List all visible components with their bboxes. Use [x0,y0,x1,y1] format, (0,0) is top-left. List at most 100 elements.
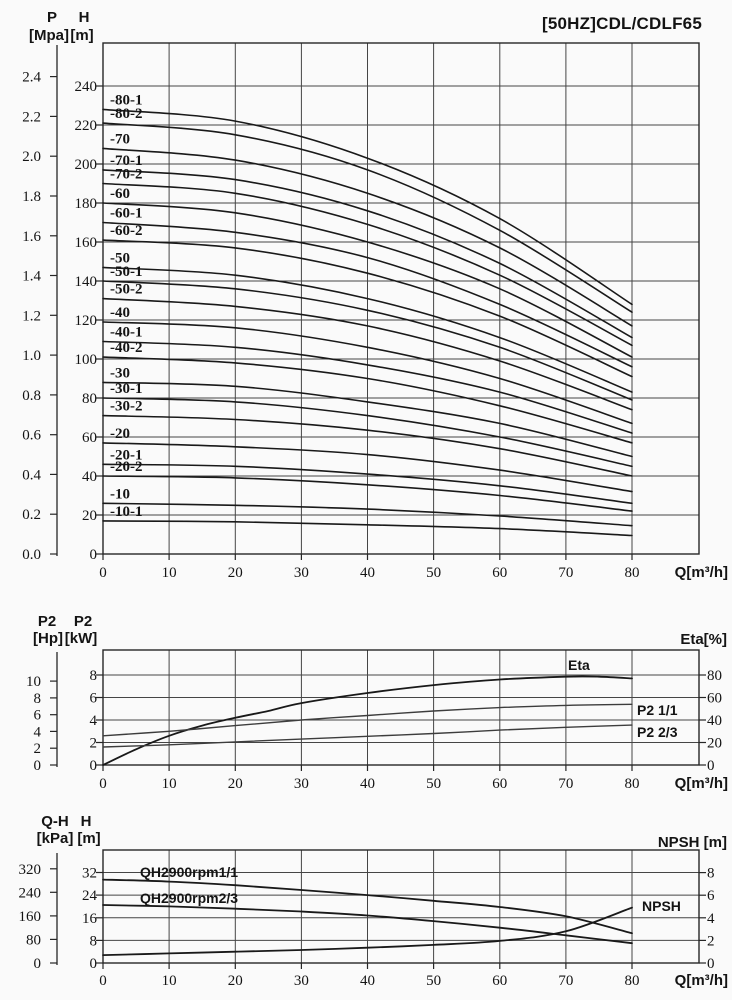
curve--50-1 [102,280,633,401]
y-axis-tick-label: 0 [90,956,98,972]
y-axis-tick-label: 0 [90,758,98,774]
curve-label--30-2: -30-2 [110,399,143,415]
x-axis-tick-label: 20 [228,973,243,989]
curve--20 [102,442,633,493]
y-axis-tick-label: 20 [82,508,97,524]
x-axis-tick-label: 20 [228,565,243,581]
curve--60-2 [102,239,633,378]
curve--10 [102,502,633,527]
outer-axis-tick-label: 1.6 [22,229,41,245]
x-axis-tick-label: 50 [426,565,441,581]
curve--80-1 [102,108,633,306]
curve-P2 1/1 [102,703,633,737]
outer-axis-tick-label: 6 [34,708,42,724]
x-axis-tick-label: 70 [558,565,573,581]
outer-axis-tick-label: 240 [19,885,42,901]
x-axis-tick-label: 0 [99,776,107,792]
outer-axis-tick-label: 0.6 [22,428,41,444]
outer-axis-tick-label: 0.2 [22,507,41,523]
outer-axis-tick-label: 0.8 [22,388,41,404]
outer-axis-tick-label: 0.4 [22,467,41,483]
curve-P2 2/3 [102,724,633,748]
x-axis-tick-label: 80 [625,973,640,989]
curve-label--70-2: -70-2 [110,167,143,183]
axis-header: H [79,9,90,26]
x-axis-tick-label: 0 [99,973,107,989]
x-axis-title: Q[m³/h] [675,775,728,792]
right-axis-tick-label: 80 [707,668,722,684]
x-axis-tick-label: 0 [99,565,107,581]
axis-header: Q-H [41,813,69,830]
curve-label-P2 2/3: P2 2/3 [637,724,678,740]
y-axis-tick-label: 140 [75,274,98,290]
y-axis-tick-label: 16 [82,911,98,927]
x-axis-tick-label: 80 [625,565,640,581]
outer-axis-tick-label: 0 [34,758,42,774]
right-axis-tick-label: 4 [707,911,715,927]
curve-Eta [102,675,633,766]
outer-axis-tick-label: 320 [19,862,42,878]
qh-chart-svg: 2402202001801601401201008060402002.42.22… [22,9,728,581]
y-axis-tick-label: 240 [75,79,98,95]
x-axis-tick-label: 80 [625,776,640,792]
y-axis-tick-label: 6 [90,691,98,707]
curve-label--40: -40 [110,305,130,321]
right-axis-tick-label: 20 [707,736,722,752]
curve-QH2900rpm2/3 [102,904,633,945]
curve--20-1 [102,463,633,505]
outer-axis-tick-label: 1.8 [22,189,41,205]
right-axis-title: Eta[%] [680,631,727,648]
curve-label--10-1: -10-1 [110,504,143,520]
right-axis-tick-label: 60 [707,691,722,707]
right-axis-title: NPSH [m] [658,834,727,851]
curve--40-1 [102,340,633,434]
axis-header: [m] [77,830,100,847]
axis-header: [Hp] [33,630,63,647]
x-axis-tick-label: 10 [162,565,177,581]
y-axis-tick-label: 220 [75,118,98,134]
curve-QH2900rpm1/1 [102,878,633,935]
curve-label--80-1: -80-1 [110,92,143,108]
right-axis-tick-label: 0 [707,758,715,774]
curve--40 [102,321,633,425]
x-axis-tick-label: 50 [426,973,441,989]
outer-axis-tick-label: 1.2 [22,308,41,324]
axis-header: [m] [70,27,93,44]
curve-label--70-1: -70-1 [110,153,143,169]
x-axis-tick-label: 30 [294,776,309,792]
x-axis-tick-label: 30 [294,565,309,581]
curve-label-QH2900rpm1/1: QH2900rpm1/1 [140,864,238,880]
y-axis-tick-label: 8 [90,668,98,684]
x-axis-tick-label: 30 [294,973,309,989]
axis-header: P2 [74,613,92,630]
outer-axis-tick-label: 80 [26,932,41,948]
curve--30-1 [102,397,633,468]
outer-axis-tick-label: 10 [26,674,41,690]
curve--30 [102,381,633,458]
curve-label--60: -60 [110,186,130,202]
right-axis-tick-label: 8 [707,866,715,882]
curve-label--10: -10 [110,486,130,502]
curve-label-Eta: Eta [568,657,590,673]
curve-label-NPSH: NPSH [642,898,681,914]
y-axis-tick-label: 120 [75,313,98,329]
curve-label--50: -50 [110,250,130,266]
curve-label--40-2: -40-2 [110,340,143,356]
curve-label--60-1: -60-1 [110,206,143,222]
y-axis-tick-label: 180 [75,196,98,212]
plot-border [102,649,700,766]
curve-label--70: -70 [110,131,130,147]
x-axis-tick-label: 10 [162,973,177,989]
outer-axis-tick-label: 2.2 [22,109,41,125]
curve-label--50-2: -50-2 [110,282,143,298]
curve--70-2 [102,182,633,347]
x-axis-tick-label: 40 [360,776,375,792]
curve-label--30-1: -30-1 [110,381,143,397]
axis-header: [Mpa] [29,27,69,44]
curve-label--80-2: -80-2 [110,106,143,122]
curve--20-2 [102,475,633,512]
curve--60-1 [102,221,633,368]
right-axis-tick-label: 2 [707,933,715,949]
